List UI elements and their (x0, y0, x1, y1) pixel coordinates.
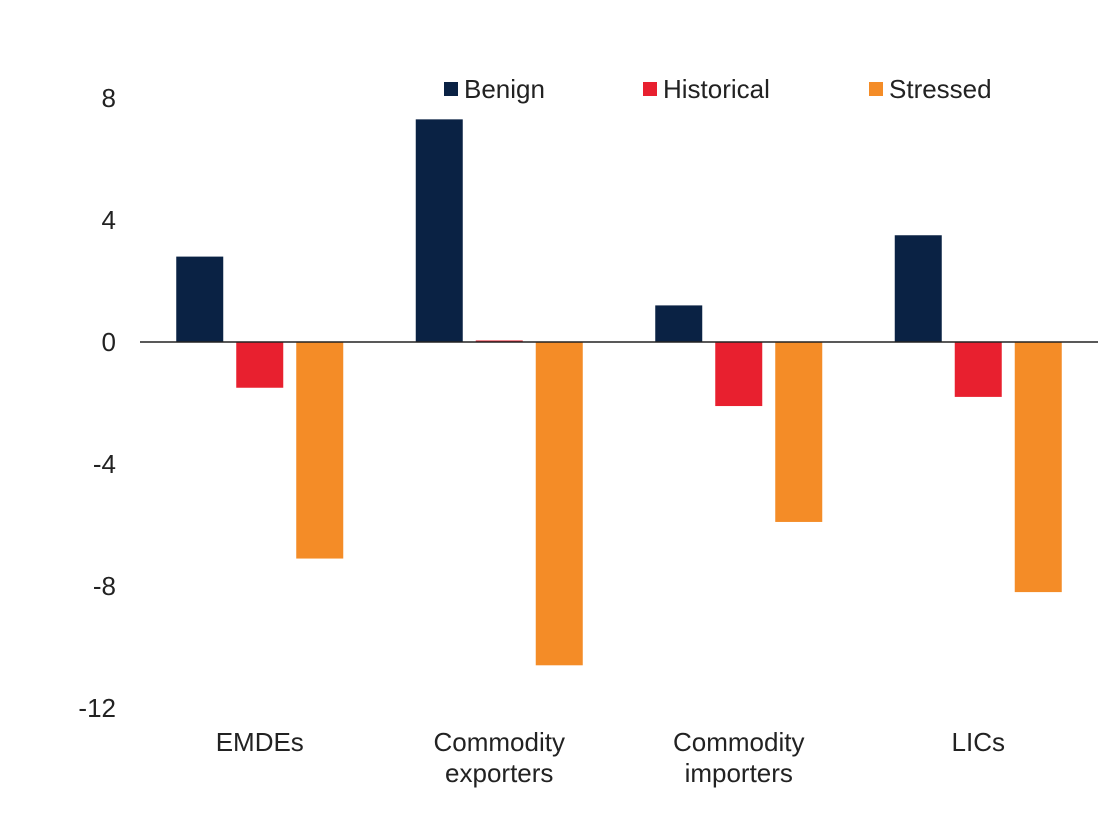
category-label-line: exporters (445, 758, 553, 788)
bar-historical-2 (715, 342, 763, 407)
bar-stressed-1 (535, 342, 583, 666)
legend-label-stressed: Stressed (889, 74, 992, 104)
bar-benign-1 (415, 119, 463, 342)
category-label: Commodity importers (673, 727, 804, 788)
bar-stressed-3 (1014, 342, 1062, 593)
category-label: LICs (952, 727, 1005, 757)
bar-historical-0 (236, 342, 284, 388)
bar-benign-3 (894, 235, 942, 342)
legend-label-benign: Benign (464, 74, 545, 104)
category-label-line: Commodity (434, 727, 565, 757)
legend-swatch-benign (444, 82, 458, 96)
bar-stressed-2 (775, 342, 823, 522)
y-tick-label: 0 (102, 327, 116, 357)
category-label-line: EMDEs (216, 727, 304, 757)
y-tick-label: 4 (102, 205, 116, 235)
category-label: Commodity exporters (434, 727, 565, 788)
category-label-line: Commodity (673, 727, 804, 757)
y-tick-label: -12 (78, 693, 116, 723)
legend-swatch-historical (643, 82, 657, 96)
category-label-line: importers (685, 758, 793, 788)
y-tick-label: 8 (102, 83, 116, 113)
legend-swatch-stressed (869, 82, 883, 96)
bar-benign-2 (655, 305, 703, 342)
legend: Benign Historical Stressed (444, 74, 992, 104)
category-label: EMDEs (216, 727, 304, 757)
legend-label-historical: Historical (663, 74, 770, 104)
y-tick-label: -8 (93, 571, 116, 601)
bar-historical-3 (954, 342, 1002, 397)
bar-stressed-0 (296, 342, 344, 559)
y-tick-label: -4 (93, 449, 116, 479)
y-axis-ticks: 8 4 0 -4 -8 -12 (78, 83, 116, 723)
bar-benign-0 (176, 256, 224, 342)
bar-historical-1 (475, 340, 523, 342)
bars-area (176, 119, 1062, 666)
category-label-line: LICs (952, 727, 1005, 757)
